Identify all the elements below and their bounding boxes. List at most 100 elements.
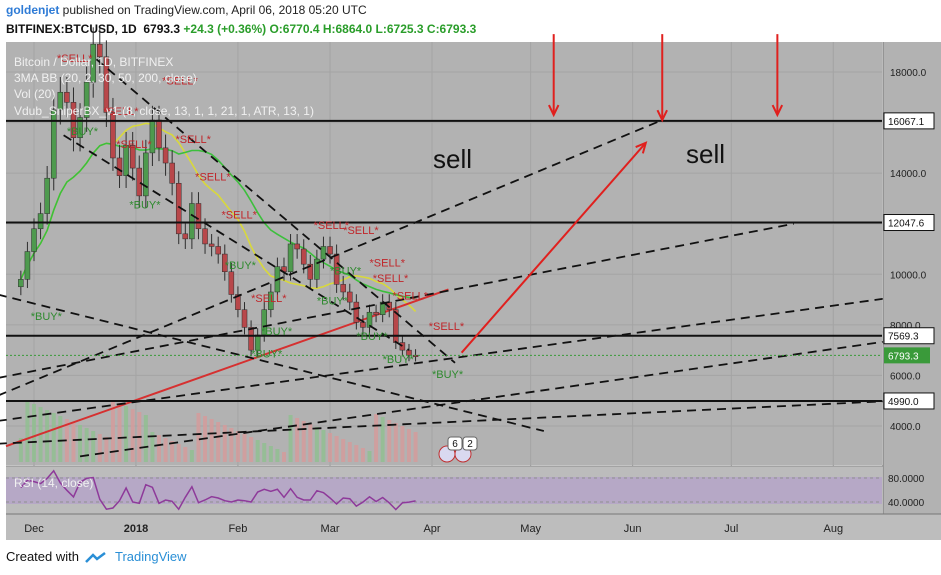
y-tick-label: 8000.0 — [890, 321, 921, 332]
volume-bar — [301, 421, 306, 462]
volume-bar — [150, 432, 155, 462]
candle-body — [116, 157, 123, 176]
candle-body — [90, 43, 96, 83]
candle-body — [77, 117, 83, 138]
x-tick-label: Jun — [624, 523, 642, 535]
volume-bar — [334, 436, 339, 462]
volume-bar — [216, 422, 221, 462]
trendline — [0, 222, 794, 379]
volume-bar — [124, 406, 129, 462]
buy-signal: *BUY* — [31, 311, 63, 323]
red-arrow-head — [548, 104, 560, 118]
candle-body — [347, 291, 353, 303]
legend-vdub: Vdub_SniperBX_v1 (8, close, 13, 1, 1, 21… — [14, 104, 314, 118]
sell-annotation-right: sell — [686, 139, 725, 169]
volume-bar — [387, 420, 392, 462]
candle-body — [300, 248, 307, 265]
candle-body — [314, 258, 320, 280]
legend: Bitcoin / Dollar, 1D, BITFINEX 3MA BB (2… — [14, 55, 314, 118]
event-markers[interactable]: 6 2 — [438, 436, 478, 463]
event-count: 2 — [467, 439, 473, 450]
drawn-trendlines — [0, 58, 896, 480]
candle-body — [143, 152, 149, 197]
volume-bar — [163, 438, 168, 462]
x-tick-label: May — [520, 523, 541, 535]
sell-signal: *SELL* — [57, 53, 93, 65]
volume-bar — [209, 419, 214, 462]
volume-bar — [64, 419, 69, 462]
ohlc-values: O:6770.4 H:6864.0 L:6725.3 C:6793.3 — [269, 22, 477, 36]
volume-bar — [321, 430, 326, 462]
level-badge-label: 12047.6 — [888, 219, 925, 230]
volume-bar — [314, 427, 319, 462]
ma200-line — [5, 288, 449, 448]
last-price: 6793.3 — [143, 22, 181, 36]
footer: Created with TradingView — [6, 549, 187, 564]
trendline — [0, 294, 545, 432]
y-tick-label: 6000.0 — [890, 371, 921, 382]
candle-body — [195, 203, 202, 230]
level-badge — [883, 214, 935, 232]
volume-bar — [18, 438, 23, 462]
x-tick-label: Jul — [724, 523, 738, 535]
trendline — [63, 134, 410, 351]
level-badge-label: 4990.0 — [888, 397, 919, 408]
candle-body — [399, 342, 406, 351]
sell-signal: *SELL* — [195, 172, 231, 184]
candle-body — [169, 162, 175, 184]
author-name[interactable]: goldenjet — [6, 3, 60, 17]
candle-body — [366, 311, 373, 328]
current-price-label: 6793.3 — [888, 351, 919, 362]
volume-bar — [58, 416, 63, 462]
price-badges: 16067.1 12047.6 7569.3 4990.0 6793.3 — [883, 112, 935, 410]
volume-bar — [97, 434, 102, 462]
buy-signal: *BUY* — [67, 126, 99, 138]
legend-rsi: RSI (14, close) — [14, 476, 93, 490]
sell-signal: *SELL* — [373, 273, 409, 285]
red-arrow — [460, 142, 647, 354]
candle-body — [110, 112, 116, 159]
time-axis[interactable] — [6, 514, 941, 540]
sniper-signals: *BUY* *BUY* *SELL* *SELL* *SELL* *BUY* *SELL* *… — [31, 53, 465, 381]
volume-bar — [51, 413, 56, 462]
buy-signal: *BUY* — [225, 260, 257, 272]
candle-body — [360, 322, 366, 328]
buy-signal: *BUY* — [356, 331, 388, 343]
horizontal-levels — [6, 119, 882, 402]
level-badge-label: 7569.3 — [888, 332, 919, 343]
candle-body — [406, 349, 412, 356]
volume-bar — [275, 449, 280, 462]
volume-bar — [32, 404, 36, 462]
volume-bar — [308, 424, 313, 462]
volume-bar — [176, 444, 181, 462]
buy-signal: *BUY* — [432, 369, 464, 381]
candle-body — [248, 327, 254, 351]
volume-bar — [110, 400, 115, 462]
candle-body — [97, 43, 103, 58]
rsi-tick-label: 80.0000 — [888, 474, 925, 485]
tradingview-link[interactable]: TradingView — [114, 549, 187, 564]
candle-body — [162, 147, 169, 164]
event-badge[interactable] — [462, 436, 478, 451]
candle-body — [353, 301, 360, 323]
volume-bar — [374, 414, 379, 462]
candle-body — [228, 271, 235, 295]
candle-body — [202, 228, 208, 245]
candle-body — [44, 177, 50, 214]
volume-bar — [130, 409, 135, 462]
red-arrow-head — [635, 141, 648, 154]
x-tick-label: Aug — [824, 523, 844, 535]
volume-bar — [341, 439, 346, 462]
arrows — [460, 34, 784, 354]
rsi-line — [6, 469, 882, 511]
red-arrow-head — [771, 104, 784, 118]
volume-bar — [78, 425, 83, 462]
event-badge[interactable] — [447, 436, 463, 451]
tradingview-logo-icon — [85, 551, 106, 563]
x-tick-label: Dec — [24, 523, 44, 535]
x-tick-label: Feb — [228, 523, 247, 535]
sell-signal: *SELL* — [221, 210, 257, 222]
buy-signal: *BUY* — [251, 349, 283, 361]
volume-bar — [71, 422, 76, 462]
